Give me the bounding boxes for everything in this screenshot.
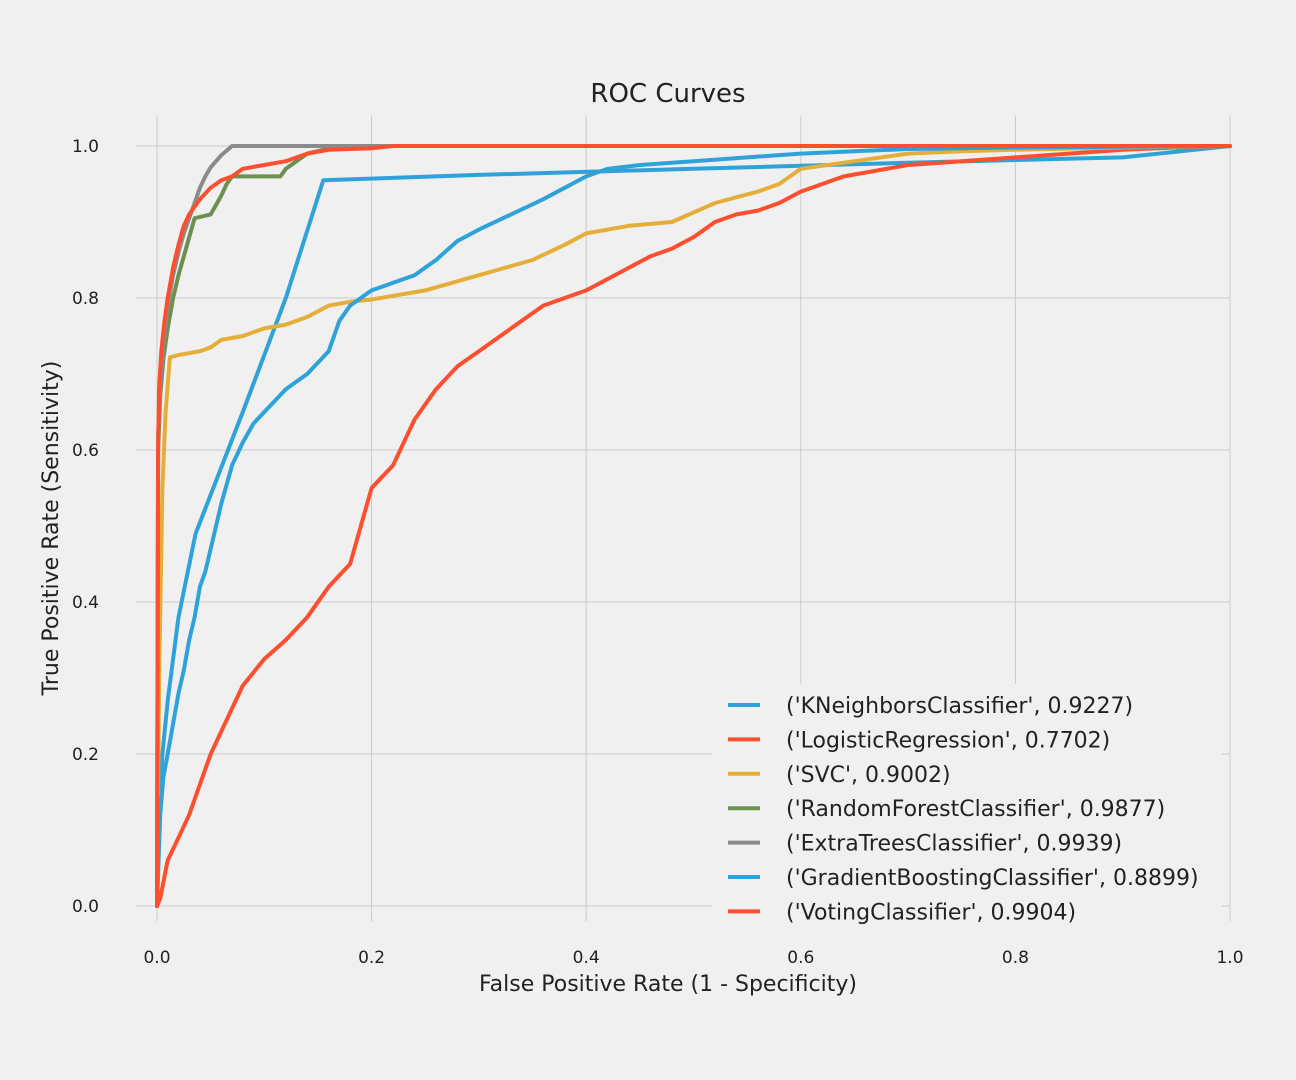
x-tick-label: 0.0 bbox=[143, 948, 170, 968]
series-line-0 bbox=[155, 144, 1232, 908]
y-tick-label: 1.0 bbox=[72, 137, 99, 157]
y-tick-label: 0.2 bbox=[72, 745, 99, 765]
x-tick-label: 1.0 bbox=[1216, 948, 1243, 968]
y-tick-label: 0.6 bbox=[72, 441, 99, 461]
y-tick-label: 0.0 bbox=[72, 897, 99, 917]
legend-entry: ('RandomForestClassifier', 0.9877) bbox=[786, 797, 1165, 822]
y-tick-label: 0.8 bbox=[72, 289, 99, 309]
series-line-2 bbox=[155, 144, 1232, 908]
x-tick-label: 0.4 bbox=[573, 948, 600, 968]
legend-entry: ('ExtraTreesClassifier', 0.9939) bbox=[786, 832, 1122, 857]
series-lines bbox=[155, 144, 1232, 908]
legend-box bbox=[712, 684, 1222, 929]
x-tick-label: 0.2 bbox=[358, 948, 385, 968]
legend-entry: ('LogisticRegression', 0.7702) bbox=[786, 728, 1110, 753]
x-axis-label: False Positive Rate (1 - Specificity) bbox=[479, 972, 857, 997]
legend: ('KNeighborsClassifier', 0.9227) ('Logist… bbox=[712, 684, 1222, 929]
legend-entry: ('SVC', 0.9002) bbox=[786, 763, 951, 788]
chart-title: ROC Curves bbox=[590, 79, 745, 109]
legend-entry: ('KNeighborsClassifier', 0.9227) bbox=[786, 694, 1133, 719]
legend-entry: ('VotingClassifier', 0.9904) bbox=[786, 900, 1076, 925]
series-line-5 bbox=[155, 144, 1232, 908]
x-tick-label: 0.8 bbox=[1002, 948, 1029, 968]
series-line-1 bbox=[155, 144, 1232, 908]
series-line-6 bbox=[155, 144, 1232, 908]
tick-labels: 0.0 0.2 0.4 0.6 0.8 1.0 0.0 0.2 0.4 0.6 0.8 1.0 bbox=[72, 137, 1244, 968]
y-axis-label: True Positive Rate (Sensitivity) bbox=[39, 361, 64, 697]
x-tick-label: 0.6 bbox=[787, 948, 814, 968]
legend-entry: ('GradientBoostingClassifier', 0.8899) bbox=[786, 866, 1199, 891]
y-tick-label: 0.4 bbox=[72, 593, 99, 613]
